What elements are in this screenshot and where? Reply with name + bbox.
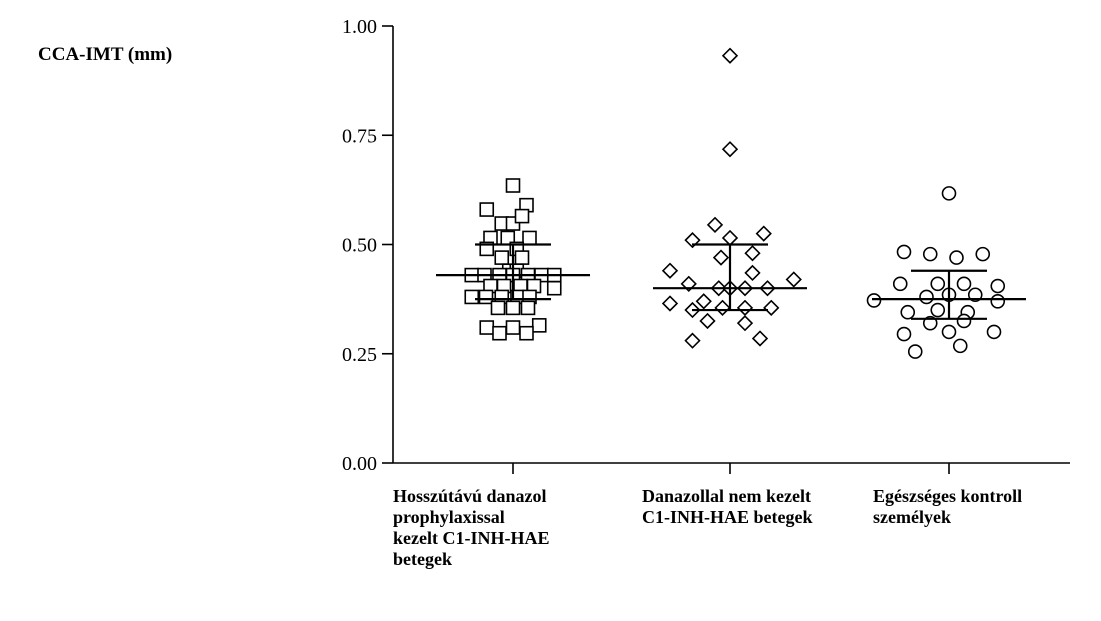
y-axis-label: CCA-IMT (mm)	[38, 44, 173, 65]
data-point-2-21	[986, 324, 1002, 340]
median-iqr-bars	[436, 243, 1026, 320]
data-point-1-9	[744, 264, 761, 282]
data-point-1-7	[744, 245, 761, 262]
data-point-1-23	[736, 315, 754, 332]
data-point-2-23	[952, 338, 968, 354]
data-point-1-24	[684, 332, 701, 349]
data-point-0-28	[478, 289, 494, 305]
data-point-1-15	[785, 271, 802, 288]
data-point-1-20	[736, 299, 754, 316]
y-tick-label-1: 0.25	[342, 344, 377, 366]
data-point-0-0	[505, 178, 521, 193]
data-point-1-5	[755, 225, 772, 242]
data-point-1-21	[763, 299, 780, 316]
data-point-1-2	[706, 216, 724, 233]
data-point-2-5	[892, 276, 908, 292]
y-tick-labels: 0.00 0.25 0.50 0.75 1.00	[342, 16, 377, 475]
data-point-1-6	[712, 249, 730, 266]
data-point-2-6	[930, 276, 946, 292]
data-point-2-15	[930, 302, 946, 318]
data-point-2-7	[956, 276, 972, 292]
data-point-2-22	[907, 344, 923, 359]
data-point-2-9	[866, 293, 882, 308]
category-label-1: Danazollal nem kezelt C1-INH-HAE betegek	[642, 486, 813, 527]
data-point-2-20	[941, 324, 957, 340]
data-point-0-39	[519, 325, 534, 341]
data-point-0-32	[490, 300, 506, 316]
data-point-0-12	[514, 250, 530, 265]
data-point-0-27	[464, 289, 480, 305]
data-point-2-1	[896, 244, 912, 260]
data-point-0-8	[522, 230, 537, 246]
y-tick-label-4: 1.00	[342, 16, 377, 38]
data-point-2-8	[990, 278, 1006, 294]
data-point-2-0	[941, 186, 957, 201]
data-point-0-5	[514, 208, 530, 224]
data-point-0-37	[531, 318, 547, 333]
data-point-0-35	[479, 320, 495, 335]
data-point-2-3	[949, 250, 964, 265]
data-point-0-33	[505, 300, 521, 316]
data-point-0-11	[494, 250, 510, 265]
data-point-0-1	[479, 202, 495, 217]
data-point-0-34	[520, 300, 536, 316]
data-point-0-26	[546, 280, 562, 296]
category-label-0: Hosszútávú danazol prophylaxissal kezelt…	[393, 486, 550, 569]
data-point-1-19	[714, 299, 731, 316]
data-point-0-9	[479, 241, 495, 257]
data-point-2-17	[922, 315, 938, 331]
data-point-1-8	[661, 262, 679, 279]
data-point-1-22	[699, 312, 716, 330]
data-point-1-1	[721, 141, 739, 158]
data-point-2-13	[990, 294, 1006, 309]
data-point-2-4	[975, 246, 991, 262]
data-point-2-18	[956, 313, 972, 329]
data-point-1-4	[721, 229, 739, 247]
data-point-2-2	[922, 246, 938, 262]
data-point-1-0	[721, 47, 739, 64]
data-point-2-12	[967, 287, 983, 303]
y-tick-label-2: 0.50	[342, 235, 377, 257]
data-point-0-38	[492, 325, 507, 341]
y-tick-label-3: 0.75	[342, 125, 377, 147]
data-points	[464, 47, 1006, 359]
data-point-1-16	[661, 295, 679, 312]
y-tick-label-0: 0.00	[342, 453, 377, 475]
data-point-2-14	[900, 304, 916, 320]
category-label-2: Egészséges kontroll személyek	[873, 486, 1023, 527]
data-point-2-19	[896, 326, 912, 342]
data-point-0-36	[505, 320, 521, 335]
data-point-1-25	[751, 330, 769, 347]
data-point-1-17	[695, 293, 712, 310]
axes	[382, 25, 1070, 474]
data-point-2-10	[919, 289, 934, 305]
